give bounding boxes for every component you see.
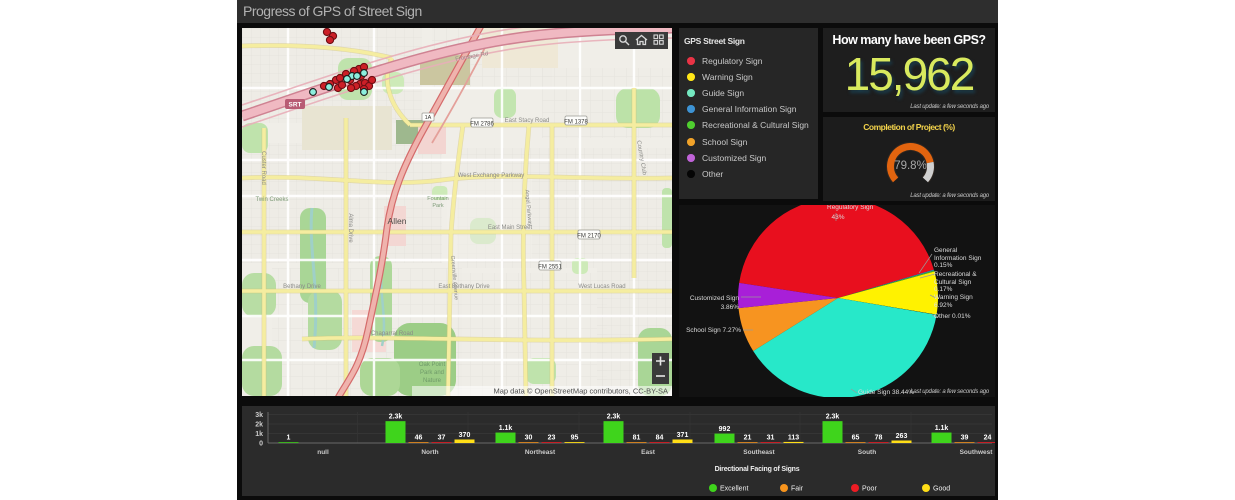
svg-text:Information Sign: Information Sign [934, 255, 982, 262]
svg-text:24: 24 [984, 435, 992, 442]
svg-text:1.1k: 1.1k [499, 425, 513, 432]
svg-text:263: 263 [896, 433, 908, 440]
svg-text:84: 84 [656, 435, 664, 442]
svg-text:1k: 1k [255, 431, 263, 438]
svg-text:East Bethany Drive: East Bethany Drive [438, 284, 490, 290]
svg-text:Southwest: Southwest [960, 449, 994, 456]
svg-text:Excellent: Excellent [720, 486, 748, 493]
svg-text:Recreational &: Recreational & [934, 271, 977, 278]
svg-text:Custer Road: Custer Road [260, 151, 266, 185]
svg-text:Bethany Drive: Bethany Drive [283, 284, 321, 290]
svg-text:West Exchange Parkway: West Exchange Parkway [458, 173, 525, 179]
svg-text:3.86%: 3.86% [721, 304, 740, 311]
svg-text:2.3k: 2.3k [607, 414, 621, 421]
svg-text:Fountain: Fountain [427, 196, 448, 202]
svg-text:null: null [317, 449, 329, 456]
svg-text:1.1k: 1.1k [935, 425, 949, 432]
svg-text:3k: 3k [255, 412, 263, 419]
svg-text:21: 21 [744, 435, 752, 442]
svg-text:Directional Facing of Signs: Directional Facing of Signs [715, 466, 800, 473]
svg-text:Park and: Park and [420, 370, 444, 376]
svg-text:31: 31 [767, 435, 775, 442]
svg-text:2k: 2k [255, 422, 263, 429]
svg-text:Allen: Allen [388, 216, 407, 226]
svg-text:Fair: Fair [791, 486, 804, 493]
svg-text:Warning Sign: Warning Sign [934, 294, 973, 301]
svg-text:FM 1378: FM 1378 [564, 120, 588, 126]
svg-text:North: North [421, 449, 438, 456]
svg-text:Park: Park [432, 203, 444, 209]
svg-text:School Sign 7.27%: School Sign 7.27% [686, 327, 741, 334]
svg-text:1A: 1A [425, 115, 432, 121]
svg-text:FM 2551: FM 2551 [538, 265, 562, 271]
svg-text:West Lucas Road: West Lucas Road [578, 284, 625, 290]
svg-text:37: 37 [438, 435, 446, 442]
svg-text:Map data © OpenStreetMap contr: Map data © OpenStreetMap contributors, C… [494, 387, 669, 396]
svg-text:370: 370 [459, 432, 471, 439]
svg-text:371: 371 [677, 432, 689, 439]
svg-text:2.3k: 2.3k [389, 414, 403, 421]
svg-text:East: East [641, 449, 656, 456]
svg-text:113: 113 [788, 434, 799, 441]
svg-text:78: 78 [875, 435, 883, 442]
svg-text:Southeast: Southeast [743, 449, 775, 456]
svg-text:39: 39 [961, 435, 969, 442]
svg-text:46: 46 [415, 435, 423, 442]
svg-text:East Main Street: East Main Street [488, 225, 533, 231]
svg-text:Greenville Avenue: Greenville Avenue [449, 255, 459, 300]
svg-text:Other 0.01%: Other 0.01% [934, 313, 971, 320]
svg-text:Good: Good [933, 486, 950, 493]
svg-text:43%: 43% [831, 214, 844, 221]
svg-text:6.92%: 6.92% [934, 302, 953, 309]
svg-text:23: 23 [548, 435, 556, 442]
svg-text:Customized Sign: Customized Sign [690, 295, 740, 302]
svg-text:Poor: Poor [862, 486, 877, 493]
svg-text:Guide Sign 38.44%: Guide Sign 38.44% [858, 389, 914, 396]
svg-text:Nature: Nature [423, 378, 442, 384]
svg-text:Regulatory Sign: Regulatory Sign [827, 205, 874, 211]
svg-text:SRT: SRT [289, 102, 302, 109]
svg-text:FM 2786: FM 2786 [470, 122, 494, 128]
svg-text:East Stacy Road: East Stacy Road [505, 118, 550, 124]
svg-text:2.3k: 2.3k [826, 414, 840, 421]
svg-text:30: 30 [525, 435, 533, 442]
svg-text:992: 992 [719, 426, 731, 433]
svg-text:Alma Drive: Alma Drive [347, 213, 353, 243]
svg-text:South: South [858, 449, 876, 456]
svg-text:95: 95 [571, 435, 579, 442]
svg-text:65: 65 [852, 435, 860, 442]
svg-text:0: 0 [259, 441, 263, 448]
svg-text:Twin Creeks: Twin Creeks [255, 197, 288, 203]
svg-text:Oak Point: Oak Point [419, 362, 446, 368]
svg-text:General: General [934, 247, 958, 254]
svg-text:Cultural Sign: Cultural Sign [934, 279, 972, 286]
svg-text:Chaparral Road: Chaparral Road [371, 331, 413, 337]
svg-text:81: 81 [633, 435, 641, 442]
svg-text:0.17%: 0.17% [934, 286, 953, 293]
svg-text:Northeast: Northeast [525, 449, 556, 456]
svg-text:1: 1 [287, 435, 291, 442]
svg-text:FM 2170: FM 2170 [577, 234, 601, 240]
svg-text:Angel Parkway: Angel Parkway [523, 189, 532, 226]
svg-text:0.15%: 0.15% [934, 262, 953, 269]
svg-text:Frontage Rd: Frontage Rd [455, 51, 489, 63]
